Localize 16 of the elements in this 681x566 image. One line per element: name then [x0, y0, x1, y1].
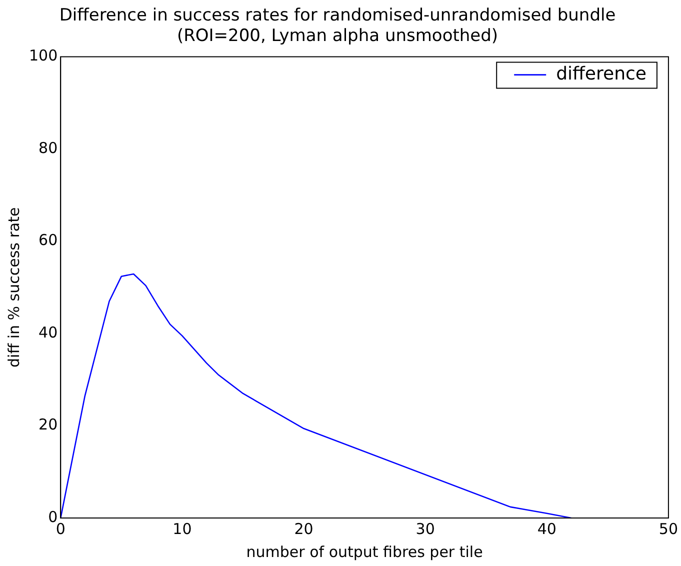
y-tick-label: 100: [28, 46, 58, 65]
y-tick-label: 20: [38, 416, 58, 434]
y-tick-label: 80: [38, 138, 58, 157]
text: (ROI=200, Lyman alpha unsmoothed): [176, 26, 498, 46]
x-tick-label: 50: [658, 520, 678, 538]
text: Difference in success rates for randomised-unrandomised bundle: [59, 6, 616, 26]
y-axis-title: diff in % success rate: [4, 207, 23, 368]
x-tick-label: 10: [172, 520, 192, 538]
x-tick-label: 40: [537, 520, 556, 538]
y-tick-label: 40: [38, 323, 58, 342]
x-tick-label: 30: [416, 520, 435, 538]
y-tick-label: 0: [48, 508, 58, 526]
x-axis-title: number of output fibres per tile: [246, 542, 483, 561]
y-tick-label: 60: [38, 231, 58, 250]
x-tick-label: 20: [294, 520, 314, 538]
legend-label: difference: [556, 63, 646, 84]
